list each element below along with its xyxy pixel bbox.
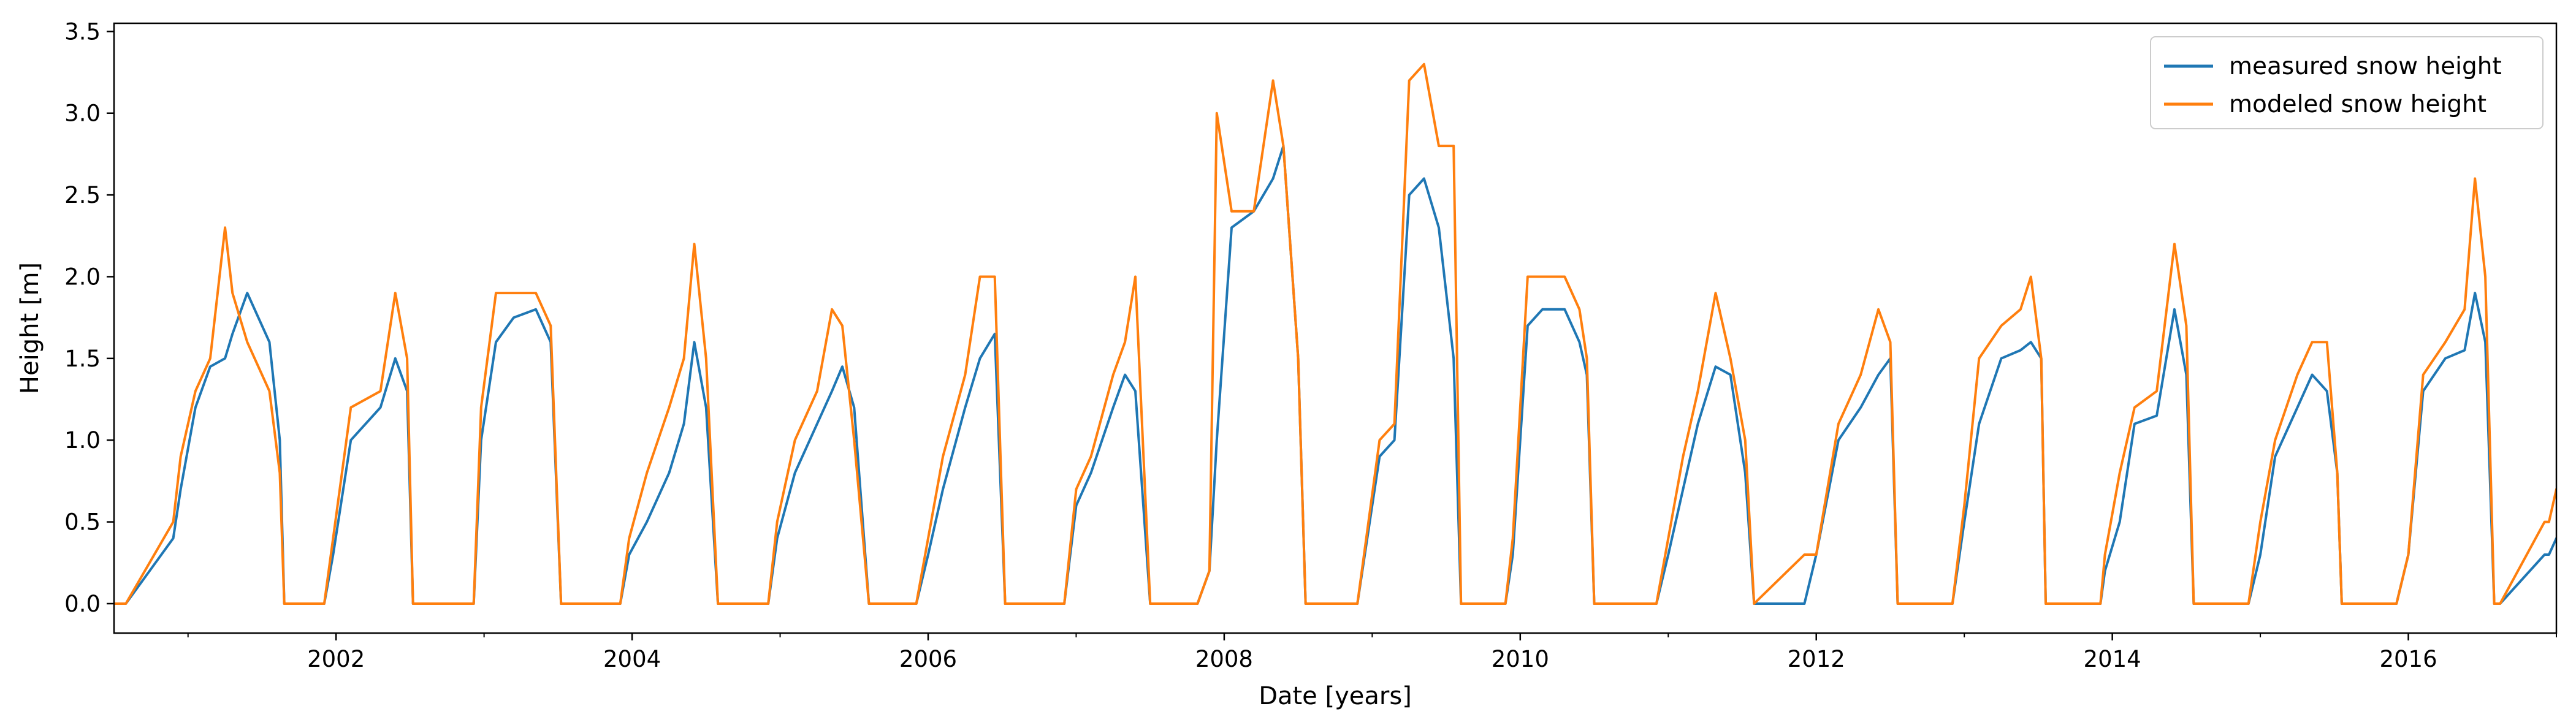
series-layer xyxy=(114,63,2556,605)
x-tick-label: 2014 xyxy=(2084,646,2141,672)
legend-label-modeled: modeled snow height xyxy=(2229,91,2486,118)
x-tick-label: 2016 xyxy=(2379,646,2437,672)
y-tick-label: 3.5 xyxy=(64,18,101,45)
x-tick-label: 2008 xyxy=(1195,646,1253,672)
x-tick-label: 2002 xyxy=(307,646,365,672)
x-tick-label: 2004 xyxy=(603,646,661,672)
plot-frame xyxy=(113,22,2558,634)
x-tick-label: 2010 xyxy=(1492,646,1549,672)
x-axis-label: Date [years] xyxy=(1259,682,1412,710)
axis-layer: 0.0 0.5 1.0 1.5 2.0 2.5 3.0 3.5 2002 2004 2006 2008… xyxy=(64,18,2558,672)
y-tick-label: 1.5 xyxy=(64,346,101,372)
y-tick-label: 2.5 xyxy=(64,182,101,208)
y-tick-label: 1.0 xyxy=(64,427,101,454)
y-tick-label: 3.0 xyxy=(64,101,101,127)
y-tick-label: 0.5 xyxy=(64,509,101,536)
y-tick-label: 0.0 xyxy=(64,591,101,617)
series-line-modeled xyxy=(114,63,2556,605)
x-tick-label: 2012 xyxy=(1788,646,1845,672)
y-tick-label: 2.0 xyxy=(64,264,101,290)
legend-label-measured: measured snow height xyxy=(2229,53,2502,80)
legend: measured snow height modeled snow height xyxy=(2150,36,2544,129)
legend-box xyxy=(2150,36,2544,129)
x-tick-label: 2006 xyxy=(899,646,957,672)
y-axis-label: Height [m] xyxy=(16,262,44,394)
